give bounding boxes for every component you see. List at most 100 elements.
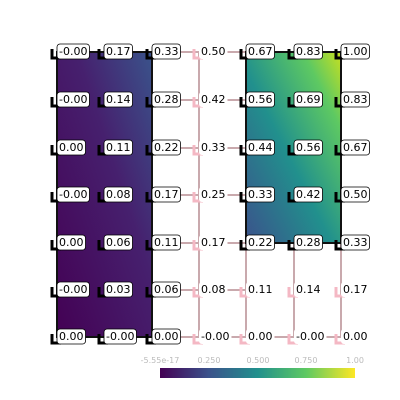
label-box <box>341 329 370 344</box>
label-box <box>246 282 275 297</box>
label-box <box>245 43 275 60</box>
point-label: 0.00 <box>59 236 84 249</box>
point-label: 0.11 <box>248 283 273 296</box>
point-label: 0.44 <box>248 141 273 154</box>
label-box <box>340 186 370 203</box>
label-box <box>199 329 232 344</box>
point-label: 0.14 <box>296 283 321 296</box>
label-box <box>103 186 133 203</box>
label-box <box>199 92 228 107</box>
label-box <box>340 234 370 251</box>
label-box <box>151 328 181 345</box>
point-label: 0.33 <box>343 236 368 249</box>
point-label: 0.03 <box>106 283 131 296</box>
point-label: -0.00 <box>59 45 87 58</box>
point-label: 0.14 <box>106 93 131 106</box>
label-box <box>293 186 323 203</box>
point-label: 0.56 <box>296 141 321 154</box>
label-box <box>245 234 275 251</box>
label-box <box>151 281 181 298</box>
point-label: 0.83 <box>343 93 368 106</box>
point-label: -0.00 <box>106 330 134 343</box>
label-box <box>199 140 228 155</box>
label-box <box>151 43 181 60</box>
point-label: 0.56 <box>248 93 273 106</box>
label-box <box>103 43 133 60</box>
label-box <box>103 234 133 251</box>
label-box <box>293 43 323 60</box>
point-label: -0.00 <box>59 188 87 201</box>
point-label: 0.42 <box>201 93 226 106</box>
label-box <box>294 329 327 344</box>
point-label: 0.22 <box>248 236 273 249</box>
point-label: 0.17 <box>154 188 179 201</box>
point-label: 0.69 <box>296 93 321 106</box>
label-box <box>56 186 90 203</box>
point-label: 0.33 <box>201 141 226 154</box>
point-label: 0.33 <box>154 45 179 58</box>
point-label: 0.08 <box>106 188 131 201</box>
point-label: 0.33 <box>248 188 273 201</box>
label-box <box>340 91 370 108</box>
point-label: 0.42 <box>296 188 321 201</box>
label-box <box>103 139 133 156</box>
point-label: 0.83 <box>296 45 321 58</box>
label-box <box>103 328 137 345</box>
point-label: 0.00 <box>154 330 179 343</box>
point-label: 0.67 <box>248 45 273 58</box>
label-box <box>56 139 86 156</box>
label-box <box>151 139 181 156</box>
colorbar-tick-label: -5.55e-17 <box>141 356 180 365</box>
point-label: 0.28 <box>154 93 179 106</box>
label-box <box>245 139 275 156</box>
point-label: 0.11 <box>154 236 179 249</box>
point-label: 0.67 <box>343 141 368 154</box>
colorbar-tick-label: 0.500 <box>247 356 270 365</box>
point-label: 0.25 <box>201 188 226 201</box>
label-box <box>151 186 181 203</box>
label-box <box>245 91 275 108</box>
label-box <box>199 44 228 59</box>
colorbar-tick-label: 0.750 <box>295 356 318 365</box>
color-bar <box>160 368 355 378</box>
label-box <box>293 234 323 251</box>
point-label: 0.11 <box>106 141 131 154</box>
point-label: 0.08 <box>201 283 226 296</box>
label-box <box>56 281 90 298</box>
point-label: 0.50 <box>343 188 368 201</box>
label-box <box>151 234 181 251</box>
point-label: 0.00 <box>59 141 84 154</box>
label-box <box>246 329 275 344</box>
label-box <box>103 91 133 108</box>
label-box <box>340 43 370 60</box>
point-label: 0.17 <box>201 236 226 249</box>
point-label: -0.00 <box>59 93 87 106</box>
point-label: 0.00 <box>343 330 368 343</box>
colorbar-tick-label: 0.250 <box>198 356 221 365</box>
label-box <box>341 282 370 297</box>
point-label: 0.17 <box>343 283 368 296</box>
point-label: 1.00 <box>343 45 368 58</box>
label-box <box>199 235 228 250</box>
point-label: -0.00 <box>201 330 229 343</box>
point-label: 0.00 <box>248 330 273 343</box>
label-box <box>245 186 275 203</box>
label-box <box>151 91 181 108</box>
label-box <box>293 91 323 108</box>
point-label: 0.17 <box>106 45 131 58</box>
point-label: -0.00 <box>296 330 324 343</box>
point-label: 0.06 <box>154 283 179 296</box>
label-box <box>199 282 228 297</box>
label-box <box>56 91 90 108</box>
label-box <box>103 281 133 298</box>
label-box <box>340 139 370 156</box>
label-box <box>56 234 86 251</box>
point-label: 0.22 <box>154 141 179 154</box>
point-label: 0.50 <box>201 45 226 58</box>
label-box <box>294 282 323 297</box>
point-label: 0.00 <box>59 330 84 343</box>
point-label: 0.06 <box>106 236 131 249</box>
label-box <box>56 43 90 60</box>
label-box <box>199 187 228 202</box>
